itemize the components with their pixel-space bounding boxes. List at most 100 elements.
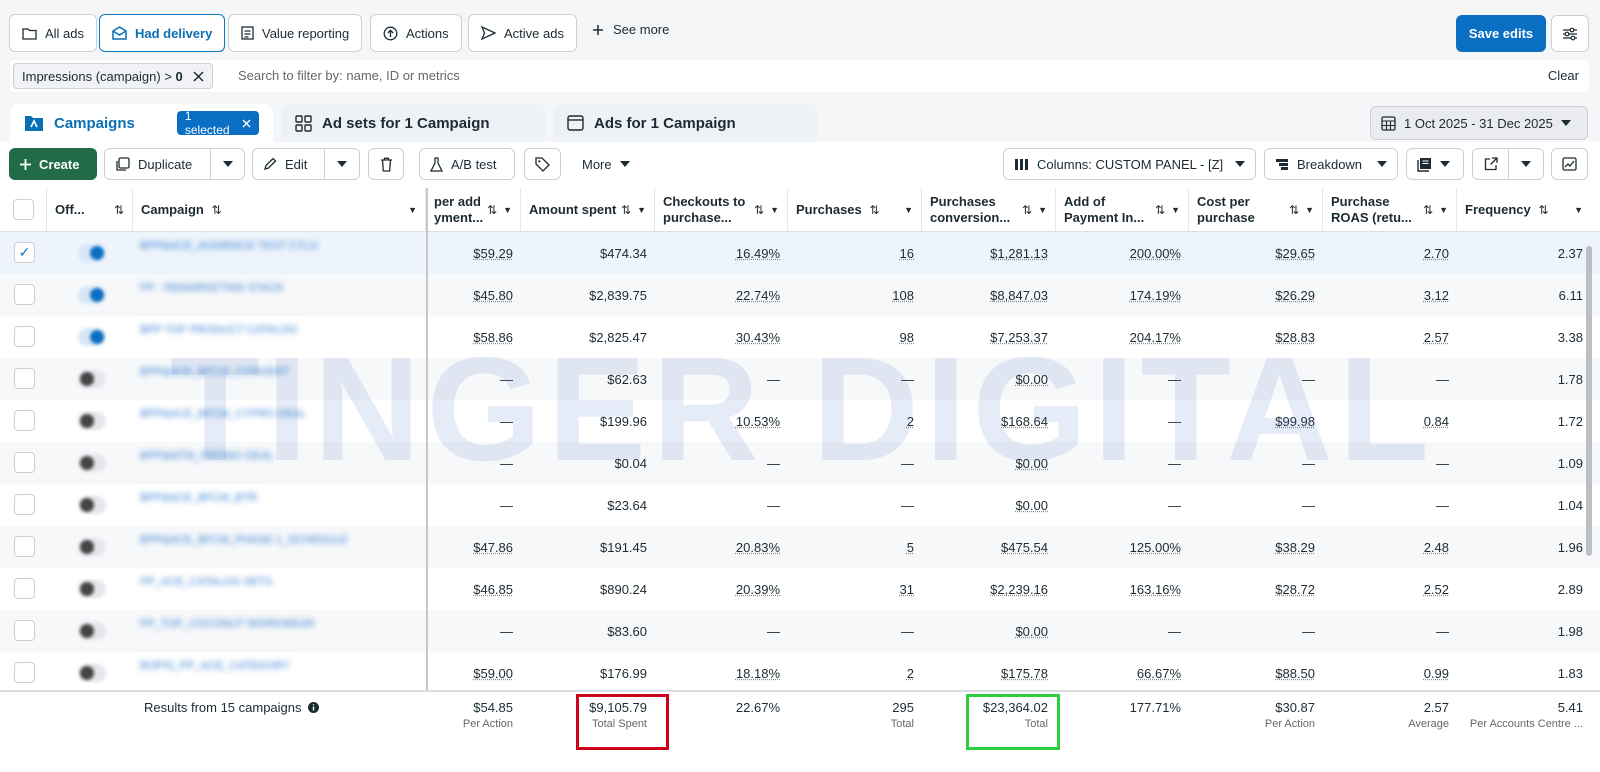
caret-down-icon[interactable]: ▼ — [637, 205, 646, 215]
campaign-name-link[interactable]: BOPIS_PP_ACE_CATEGORY — [140, 660, 290, 672]
table-row[interactable]: BPP&ACE_BFCM_PHASE 1_SCHEDULE $47.86 $191.… — [0, 526, 1600, 568]
tab-campaigns[interactable]: Campaigns 1 selected — [10, 104, 273, 142]
duplicate-dropdown[interactable] — [210, 148, 245, 180]
caret-down-icon[interactable]: ▼ — [904, 205, 913, 215]
sort-icon[interactable]: ⇅ — [869, 203, 880, 217]
sort-icon[interactable]: ⇅ — [1289, 203, 1300, 217]
header-cost-per-add-payment[interactable]: per add yment... ⇅ ▼ — [426, 188, 521, 232]
row-checkbox[interactable] — [14, 494, 35, 515]
row-checkbox[interactable]: ✓ — [14, 242, 35, 263]
header-cost-per-purchase[interactable]: Cost per purchase ⇅ ▼ — [1189, 188, 1323, 232]
sort-icon[interactable]: ⇅ — [1423, 203, 1434, 217]
campaign-name-link[interactable]: PP - REMARKETING STACK — [140, 282, 284, 294]
sort-icon[interactable]: ⇅ — [211, 203, 222, 217]
row-checkbox[interactable] — [14, 284, 35, 305]
see-more-button[interactable]: See more — [592, 22, 669, 37]
reports-button[interactable] — [1406, 148, 1464, 180]
row-checkbox[interactable] — [14, 536, 35, 557]
campaign-name-link[interactable]: BPP&ACE_AUDIENCE TEST CTLG — [140, 240, 319, 252]
filter-chip[interactable]: Impressions (campaign) > 0 — [13, 63, 213, 89]
sort-icon[interactable]: ⇅ — [754, 203, 765, 217]
tag-button[interactable] — [524, 148, 561, 180]
search-input[interactable]: Search to filter by: name, ID or metrics — [238, 68, 460, 83]
status-toggle[interactable] — [78, 454, 106, 472]
breakdown-button[interactable]: Breakdown — [1264, 148, 1398, 180]
close-icon[interactable] — [193, 70, 204, 82]
row-checkbox[interactable] — [14, 326, 35, 347]
table-row[interactable]: BPP&ACE_BFCM_CONVERT — $62.63 — — $0.00 — — — 1.7… — [0, 358, 1600, 400]
more-button[interactable]: More — [572, 148, 644, 180]
status-toggle[interactable] — [78, 580, 106, 598]
header-select-all[interactable] — [0, 188, 47, 232]
header-amount-spent[interactable]: Amount spent ⇅ ▼ — [521, 188, 655, 232]
header-add-payment[interactable]: Add of Payment In... ⇅ ▼ — [1056, 188, 1189, 232]
export-dropdown[interactable] — [1508, 148, 1544, 180]
sort-icon[interactable]: ⇅ — [1155, 203, 1166, 217]
caret-down-icon[interactable]: ▼ — [770, 205, 779, 215]
caret-down-icon[interactable]: ▼ — [408, 205, 417, 215]
view-tab-active-ads[interactable]: Active ads — [468, 14, 577, 52]
header-campaign[interactable]: Campaign ⇅ ▼ — [133, 188, 426, 232]
campaign-name-link[interactable]: BPP&MTM_PROMO DEAL — [140, 450, 274, 462]
create-button[interactable]: Create — [9, 148, 97, 180]
columns-button[interactable]: Columns: CUSTOM PANEL - [Z] — [1003, 148, 1256, 180]
status-toggle[interactable] — [78, 622, 106, 640]
table-row[interactable]: BPP&MTM_PROMO DEAL — $0.04 — — $0.00 — — — 1.09 — [0, 442, 1600, 484]
view-tab-value-reporting[interactable]: Value reporting — [228, 14, 363, 52]
sort-icon[interactable]: ⇅ — [487, 203, 498, 217]
status-toggle[interactable] — [78, 664, 106, 682]
status-toggle[interactable] — [78, 244, 106, 262]
table-row[interactable]: BOPIS_PP_ACE_CATEGORY $59.00 $176.99 18.18%… — [0, 652, 1600, 694]
row-checkbox[interactable] — [14, 620, 35, 641]
sort-icon[interactable]: ⇅ — [1022, 203, 1033, 217]
status-toggle[interactable] — [78, 496, 106, 514]
view-tab-all-ads[interactable]: All ads — [9, 14, 98, 52]
delete-button[interactable] — [368, 148, 404, 180]
view-tab-had-delivery[interactable]: Had delivery — [99, 14, 226, 52]
sort-icon[interactable]: ⇅ — [113, 203, 124, 217]
edit-dropdown[interactable] — [324, 148, 360, 180]
campaign-name-link[interactable]: BPP&ACE_BFCM_CONVERT — [140, 366, 289, 378]
sort-icon[interactable]: ⇅ — [621, 203, 632, 217]
selected-pill[interactable]: 1 selected — [176, 109, 259, 137]
caret-down-icon[interactable]: ▼ — [503, 205, 512, 215]
caret-down-icon[interactable]: ▼ — [1171, 205, 1180, 215]
header-checkouts[interactable]: Checkouts to purchase... ⇅ ▼ — [655, 188, 788, 232]
ab-test-button[interactable]: A/B test — [419, 148, 515, 180]
edit-button[interactable]: Edit — [252, 148, 325, 180]
campaign-name-link[interactable]: PP_TOF_COCONUT WORKWEAR — [140, 618, 315, 630]
sort-icon[interactable]: ⇅ — [1538, 203, 1549, 217]
info-icon[interactable] — [307, 702, 319, 713]
table-row[interactable]: PP - REMARKETING STACK $45.80 $2,839.75 22.… — [0, 274, 1600, 316]
status-toggle[interactable] — [78, 286, 106, 304]
campaign-name-link[interactable]: BPP TOF PRODUCT CATALOG — [140, 324, 298, 336]
caret-down-icon[interactable]: ▼ — [1305, 205, 1314, 215]
table-row[interactable]: PP_TOF_COCONUT WORKWEAR — $83.60 — — $0.00 — — —… — [0, 610, 1600, 652]
clear-filters-button[interactable]: Clear — [1547, 68, 1579, 83]
campaign-name-link[interactable]: BPP&ACE_BFCM_BTR — [140, 492, 258, 504]
row-checkbox[interactable] — [14, 368, 35, 389]
row-checkbox[interactable] — [14, 662, 35, 683]
settings-button[interactable] — [1551, 15, 1589, 52]
status-toggle[interactable] — [78, 370, 106, 388]
row-checkbox[interactable] — [14, 410, 35, 431]
charts-button[interactable] — [1551, 148, 1588, 180]
select-all-checkbox[interactable] — [13, 199, 34, 220]
vertical-scrollbar[interactable] — [1586, 246, 1592, 556]
row-checkbox[interactable] — [14, 578, 35, 599]
table-row[interactable]: BPP&ACE_BFCM_CYPRO DEAL — $199.96 10.53% 2 $1… — [0, 400, 1600, 442]
caret-down-icon[interactable]: ▼ — [1574, 205, 1583, 215]
duplicate-button[interactable]: Duplicate — [104, 148, 211, 180]
campaign-name-link[interactable]: BPP&ACE_BFCM_PHASE 1_SCHEDULE — [140, 534, 348, 546]
export-button[interactable] — [1472, 148, 1509, 180]
header-frequency[interactable]: Frequency ⇅ ▼ — [1457, 188, 1591, 232]
campaign-name-link[interactable]: PP_ACE_CATALOG SETS — [140, 576, 273, 588]
header-purchases[interactable]: Purchases ⇅ ▼ — [788, 188, 922, 232]
table-row[interactable]: PP_ACE_CATALOG SETS $46.85 $890.24 20.39% 31… — [0, 568, 1600, 610]
header-purchases-conversion[interactable]: Purchases conversion... ⇅ ▼ — [922, 188, 1056, 232]
caret-down-icon[interactable]: ▼ — [1038, 205, 1047, 215]
date-range-picker[interactable]: 1 Oct 2025 - 31 Dec 2025 — [1370, 106, 1588, 140]
save-edits-button[interactable]: Save edits — [1456, 15, 1546, 52]
table-row[interactable]: BPP TOF PRODUCT CATALOG $58.86 $2,825.47 30… — [0, 316, 1600, 358]
status-toggle[interactable] — [78, 412, 106, 430]
